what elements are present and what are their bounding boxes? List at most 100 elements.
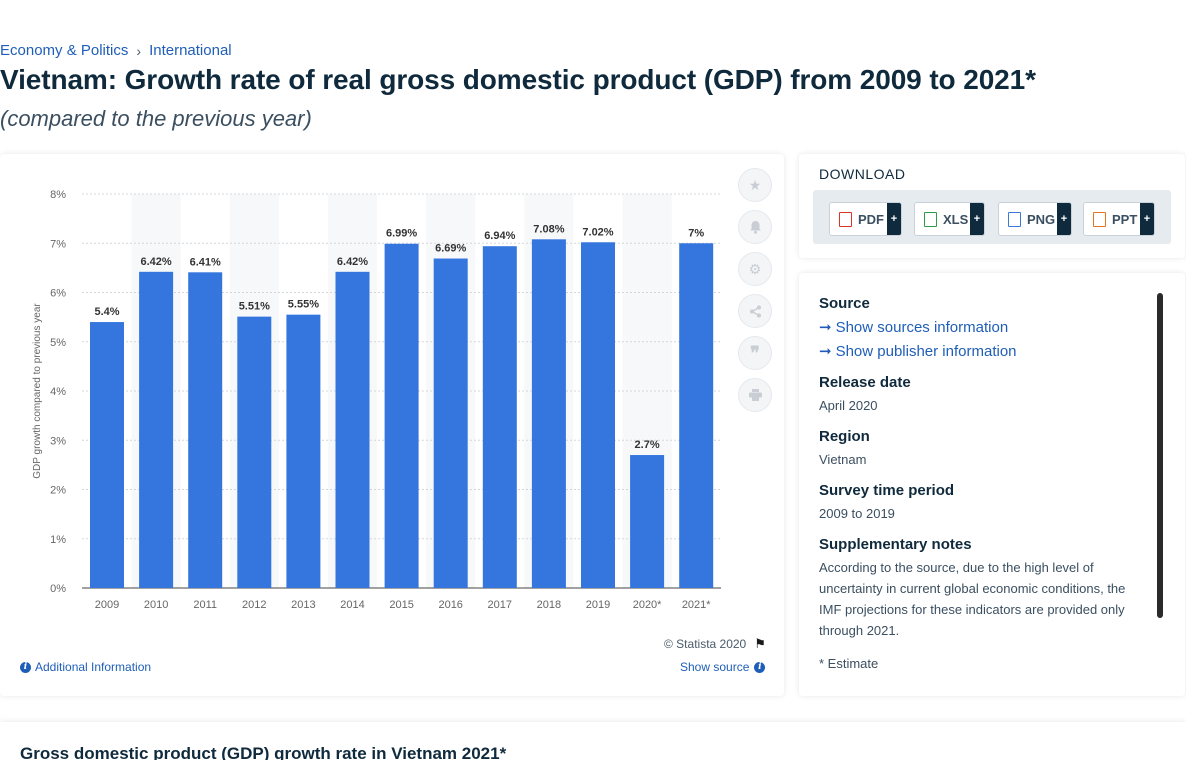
breadcrumb: Economy & Politics › International [0, 42, 232, 59]
ppt-file-icon [1093, 211, 1106, 227]
flag-icon[interactable]: ⚑ [754, 636, 766, 651]
x-tick-label: 2017 [488, 599, 512, 611]
x-tick-label: 2014 [340, 599, 364, 611]
y-tick-label: 4% [50, 386, 66, 398]
x-tick-label: 2019 [586, 599, 610, 611]
bottom-title: Gross domestic product (GDP) growth rate… [20, 744, 507, 760]
plus-icon: + [887, 203, 901, 235]
png-file-icon [1008, 211, 1021, 227]
bar [384, 243, 419, 588]
x-tick-label: 2016 [438, 599, 462, 611]
bar [188, 272, 223, 588]
x-tick-label: 2021* [682, 599, 711, 611]
y-axis-label: GDP growth compared to previous year [32, 303, 43, 479]
info-icon: i [754, 661, 766, 673]
additional-info-label: Additional Information [35, 660, 152, 674]
download-pdf-button[interactable]: PDF + [829, 202, 902, 236]
show-sources-label: Show sources information [835, 319, 1009, 336]
y-tick-label: 5% [50, 337, 66, 349]
bar [335, 271, 370, 588]
region-label: Region [819, 428, 870, 445]
additional-info-link[interactable]: i Additional Information [20, 660, 151, 674]
release-date-label: Release date [819, 374, 911, 391]
star-icon: ★ [748, 176, 762, 193]
bar [286, 314, 321, 588]
y-tick-label: 6% [50, 288, 66, 300]
breadcrumb-international-link[interactable]: International [149, 42, 232, 59]
data-label: 6.99% [386, 228, 417, 240]
info-icon: i [20, 661, 31, 673]
download-ppt-button[interactable]: PPT + [1083, 202, 1155, 236]
supplementary-notes-value: According to the source, due to the high… [819, 560, 1126, 638]
pdf-file-icon [839, 211, 852, 227]
share-button[interactable] [738, 294, 772, 328]
y-tick-label: 1% [50, 534, 66, 546]
download-xls-button[interactable]: XLS + [914, 202, 985, 236]
survey-period-value: 2009 to 2019 [819, 506, 895, 521]
y-tick-label: 0% [50, 583, 66, 595]
source-label: Source [819, 295, 870, 312]
y-tick-label: 2% [50, 485, 66, 497]
plus-icon: + [1140, 203, 1154, 235]
print-button[interactable] [738, 378, 772, 412]
bar [581, 242, 615, 588]
data-label: 7.08% [533, 223, 564, 235]
show-sources-link[interactable]: ➞ Show sources information [819, 316, 1141, 340]
arrow-right-icon: ➞ [819, 343, 832, 360]
data-label: 6.42% [337, 256, 368, 268]
arrow-right-icon: ➞ [819, 319, 832, 336]
breadcrumb-economy-link[interactable]: Economy & Politics [0, 42, 129, 59]
download-bar: PDF + XLS + PNG + PPT + [813, 190, 1171, 244]
plus-icon: + [1057, 203, 1071, 235]
bar [237, 316, 272, 588]
data-label: 7% [688, 227, 704, 239]
info-card: Source ➞ Show sources information ➞ Show… [799, 273, 1185, 696]
chart-card: 0% 1% 2% 3% 4% 5% 6% 7% 8% GDP growth compared to… [0, 154, 784, 696]
download-ppt-label: PPT [1112, 211, 1138, 227]
copyright-text: © Statista 2020 [664, 637, 747, 651]
bar [630, 455, 665, 588]
settings-button[interactable]: ⚙ [738, 252, 772, 286]
xls-file-icon [924, 211, 937, 227]
region-value: Vietnam [819, 452, 867, 467]
download-xls-label: XLS [943, 211, 969, 227]
x-tick-label: 2013 [291, 599, 315, 611]
download-png-button[interactable]: PNG + [998, 202, 1072, 236]
download-png-label: PNG [1027, 211, 1056, 227]
estimate-note: * Estimate [819, 656, 879, 671]
y-tick-label: 3% [50, 435, 66, 447]
supplementary-notes-label: Supplementary notes [819, 536, 972, 553]
page-title: Vietnam: Growth rate of real gross domes… [0, 64, 1036, 95]
x-tick-label: 2020* [633, 599, 662, 611]
bar [139, 271, 174, 588]
alert-button[interactable] [738, 210, 772, 244]
bar-chart: 0% 1% 2% 3% 4% 5% 6% 7% 8% GDP growth compared to… [32, 189, 721, 611]
download-card: DOWNLOAD PDF + XLS + PNG + PPT + [799, 154, 1185, 258]
data-label: 6.41% [190, 256, 221, 268]
x-tick-label: 2015 [389, 599, 413, 611]
breadcrumb-separator: › [136, 42, 142, 59]
copyright: © Statista 2020 ⚑ [664, 636, 766, 652]
x-tick-label: 2010 [144, 599, 168, 611]
plus-icon: + [970, 203, 984, 235]
bell-icon [749, 221, 761, 234]
show-source-label: Show source [680, 660, 750, 674]
scrollbar[interactable] [1157, 293, 1163, 618]
x-tick-label: 2018 [537, 599, 561, 611]
data-label: 7.02% [582, 226, 613, 238]
show-publisher-label: Show publisher information [835, 343, 1017, 360]
data-label: 5.51% [239, 301, 270, 313]
cite-button[interactable]: ❞ [738, 336, 772, 370]
bar [679, 243, 714, 588]
favorite-button[interactable]: ★ [738, 168, 772, 202]
show-source-link[interactable]: Show source i [680, 660, 766, 674]
bar [482, 246, 517, 588]
x-tick-label: 2009 [95, 599, 119, 611]
y-tick-label: 8% [50, 189, 66, 201]
data-label: 6.42% [140, 256, 171, 268]
show-publisher-link[interactable]: ➞ Show publisher information [819, 340, 1141, 364]
quote-icon: ❞ [750, 342, 760, 363]
data-label: 5.55% [288, 299, 319, 311]
bar [90, 322, 124, 588]
print-icon [748, 389, 762, 401]
